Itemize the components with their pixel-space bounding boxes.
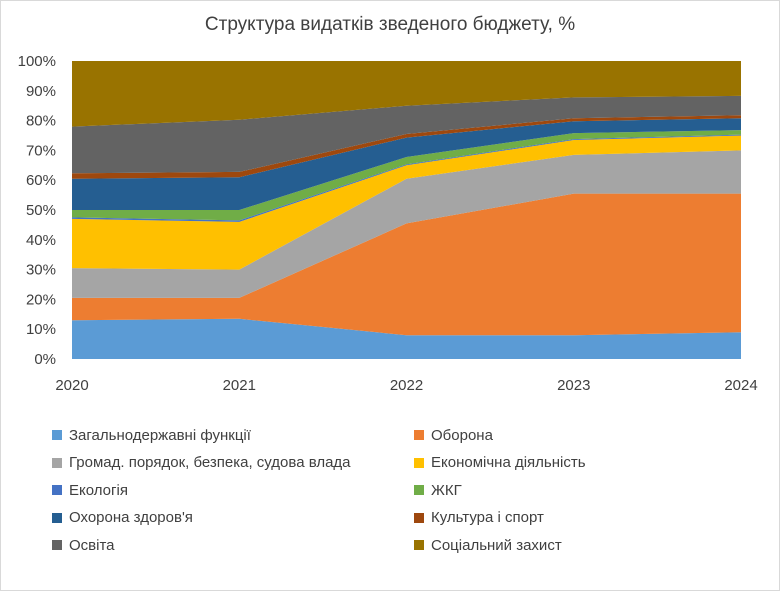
- x-tick-label: 2023: [557, 377, 590, 394]
- x-tick-label: 2020: [55, 377, 88, 394]
- area-series-8: [72, 95, 741, 174]
- x-axis-ticks: 2020 2021 2022 2023 2024: [55, 377, 757, 394]
- area-series-5: [72, 130, 741, 221]
- area-series-9: [72, 61, 741, 127]
- area-series-2: [72, 150, 741, 298]
- y-tick-label: 20%: [26, 291, 56, 308]
- x-tick-label: 2024: [724, 377, 757, 394]
- x-tick-label: 2022: [390, 377, 423, 394]
- area-layers: [72, 61, 741, 359]
- y-tick-label: 30%: [26, 262, 56, 279]
- area-series-1: [72, 193, 741, 336]
- area-series-6: [72, 118, 741, 210]
- y-tick-label: 10%: [26, 321, 56, 338]
- y-tick-label: 80%: [26, 113, 56, 130]
- y-tick-label: 50%: [26, 202, 56, 219]
- y-tick-label: 40%: [26, 232, 56, 249]
- y-tick-label: 100%: [18, 53, 56, 70]
- chart-title: Структура видатків зведеного бюджету, %: [204, 14, 576, 35]
- y-tick-label: 90%: [26, 83, 56, 100]
- y-tick-label: 0%: [34, 351, 56, 368]
- x-tick-label: 2021: [223, 377, 256, 394]
- y-axis-ticks: 0% 10% 20% 30% 40% 50% 60% 70% 80% 90% 100%: [18, 53, 56, 368]
- y-tick-label: 70%: [26, 142, 56, 159]
- area-series-3: [72, 135, 741, 270]
- area-series-0: [72, 318, 741, 359]
- y-tick-label: 60%: [26, 172, 56, 189]
